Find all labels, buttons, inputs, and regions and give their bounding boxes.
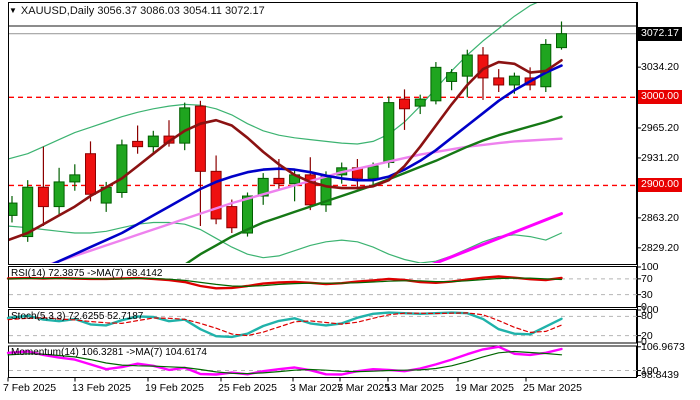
time-axis-label: 19 Mar 2025 [455,382,514,394]
momentum_ma-line [7,350,563,375]
main-chart-area [9,3,636,263]
time-axis-label: 13 Mar 2025 [385,382,444,394]
price-axis-label: 2829.20 [641,241,679,254]
time-axis-label: 7 Feb 2025 [3,382,57,394]
rsi_ma-line [7,277,563,287]
stochastic-axis-label: 0 [641,336,647,348]
price-axis-label: 2965.20 [641,121,679,134]
ma_magenta-line [431,212,563,263]
bid-price-badge: 3072.17 [638,26,682,41]
stochastic-header: Stoch(5,3,3) 72.6255 52.7187 [11,311,144,322]
momentum-line [6,345,563,376]
percent_d-line [7,312,563,337]
momentum-header: Momentum(14) 106.3281 ->MA(7) 104.6174 [11,347,207,358]
time-axis-label: 13 Feb 2025 [72,382,131,394]
symbol-collapse-icon[interactable]: ▼ [9,6,17,15]
momentum-axis-label: 98.8439 [641,369,679,382]
price-axis-label: 2863.20 [641,211,679,224]
stochastic-axis-label: 80 [641,310,653,323]
time-axis-label: 3 Mar 2025 [290,382,344,394]
price-axis-label: 3034.20 [641,61,679,74]
ma_slow_green-line [185,115,563,263]
level-price-badge: 3000.00 [638,90,682,105]
time-axis-label: 25 Feb 2025 [218,382,277,394]
ma_fast_maroon-line [9,59,563,242]
rsi-axis-label: 30 [641,288,653,301]
price-axis-label: 2931.20 [641,151,679,164]
chart-title: ▼ XAUUSD,Daily 3056.37 3086.03 3054.11 30… [9,5,265,17]
band_upper-line [9,3,538,160]
rsi-axis-label: 100 [641,261,659,273]
rsi-axis-label: 70 [641,272,653,285]
percent_k-line [6,311,563,339]
time-axis-label: 19 Feb 2025 [145,382,204,394]
momentum-axis-label: 100 [641,364,659,377]
rsi-header: RSI(14) 72.3875 ->MA(7) 68.4142 [11,268,163,279]
time-axis-label: 25 Mar 2025 [523,382,582,394]
momentum-axis-label: 106.9673 [641,340,685,353]
stochastic-axis-label: 100 [641,304,659,316]
band_lower-line [9,221,563,263]
stochastic-axis-label: 20 [641,329,653,342]
level-price-badge: 2900.00 [638,178,682,193]
candles [9,21,567,242]
time-axis-label: 7 Mar 2025 [337,382,391,394]
chart-title-text: XAUUSD,Daily 3056.37 3086.03 3054.11 307… [20,5,265,17]
rsi-axis-label: 0 [641,300,647,313]
